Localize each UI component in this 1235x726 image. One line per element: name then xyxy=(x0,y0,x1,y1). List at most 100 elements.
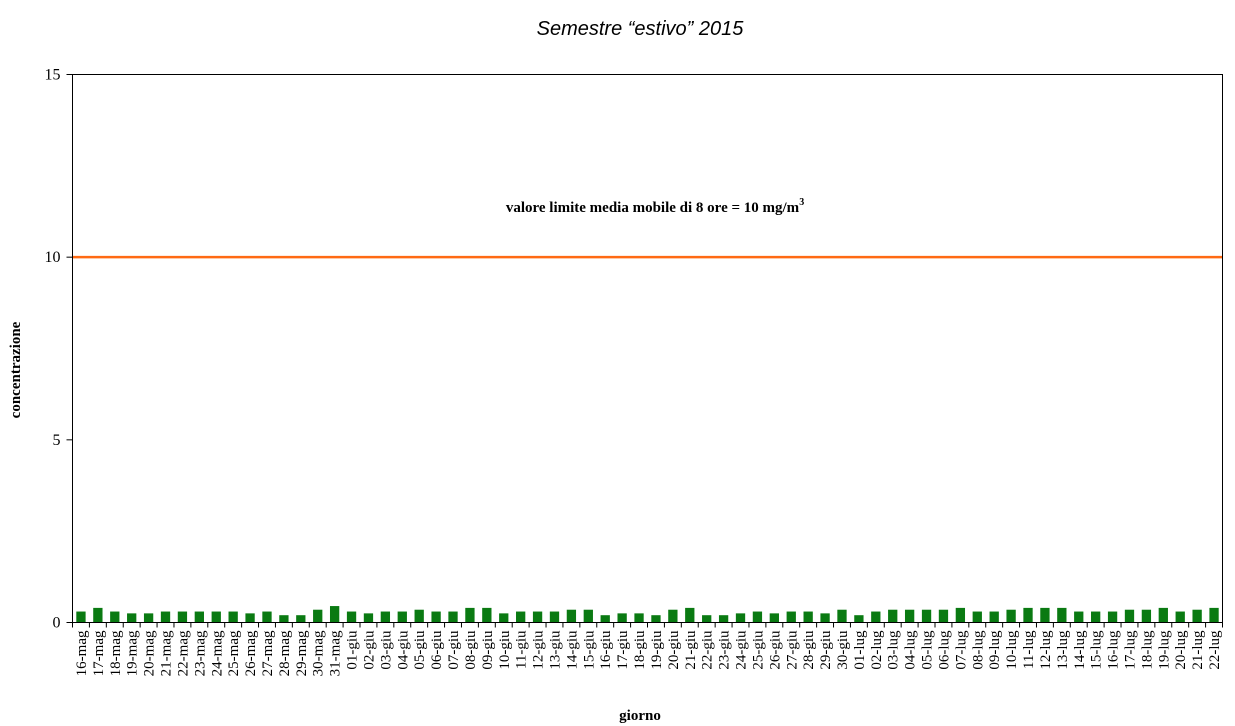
x-tick-label: 05-giu xyxy=(412,630,428,670)
x-tick-label: 17-lug xyxy=(1122,630,1138,670)
x-tick-label: 27-giu xyxy=(784,630,800,670)
bar xyxy=(1074,611,1084,623)
x-axis-ticks: 16-mag 17-mag 18-mag 19-mag 20-mag 21-mag 22-m… xyxy=(72,622,1223,676)
x-tick-label: 29-giu xyxy=(818,630,834,670)
x-tick-label: 21-giu xyxy=(683,630,699,670)
bar xyxy=(110,611,120,623)
x-tick-label: 30-giu xyxy=(835,630,851,670)
bar xyxy=(245,613,255,623)
x-tick-label: 16-mag xyxy=(74,630,90,676)
bar xyxy=(465,607,475,623)
bar xyxy=(516,611,526,623)
bar xyxy=(431,611,441,623)
x-tick-label: 29-mag xyxy=(294,630,310,676)
x-tick-label: 17-giu xyxy=(615,630,631,670)
bar xyxy=(888,609,898,623)
bar xyxy=(1124,609,1135,623)
x-tick-label: 22-giu xyxy=(700,630,716,670)
bar xyxy=(938,609,949,623)
x-tick-label: 03-lug xyxy=(886,630,902,670)
x-tick-label: 24-mag xyxy=(209,630,225,676)
x-tick-label: 24-giu xyxy=(734,630,750,670)
x-tick-label: 18-mag xyxy=(108,630,124,676)
x-tick-label: 18-lug xyxy=(1139,630,1155,670)
x-tick-label: 16-lug xyxy=(1106,630,1122,670)
x-tick-label: 06-giu xyxy=(429,630,445,670)
x-tick-label: 21-mag xyxy=(159,630,175,676)
bar xyxy=(600,615,610,623)
x-tick-label: 22-lug xyxy=(1207,630,1223,670)
x-tick-label: 20-giu xyxy=(666,630,682,670)
bar xyxy=(279,615,289,623)
bar xyxy=(262,611,272,623)
x-tick-label: 20-lug xyxy=(1173,630,1189,670)
bar xyxy=(1209,607,1219,623)
bar-series xyxy=(76,606,1219,623)
bar xyxy=(329,606,340,623)
x-tick-label: 07-lug xyxy=(953,630,969,670)
x-tick-label: 02-giu xyxy=(361,630,377,670)
bar xyxy=(1141,609,1152,623)
bar xyxy=(989,611,999,623)
bar xyxy=(211,611,221,623)
bar xyxy=(1158,607,1168,623)
bar xyxy=(668,609,678,623)
x-tick-label: 05-lug xyxy=(920,630,936,670)
bar xyxy=(296,615,306,623)
x-tick-label: 13-lug xyxy=(1055,630,1071,670)
x-tick-label: 30-mag xyxy=(311,630,327,676)
y-axis-label: concentrazione xyxy=(8,321,24,418)
x-tick-label: 15-giu xyxy=(581,630,597,670)
y-tick-label: 15 xyxy=(45,67,61,84)
bar xyxy=(871,611,881,623)
bar xyxy=(127,613,137,623)
x-tick-label: 14-lug xyxy=(1072,630,1088,670)
bar xyxy=(1107,611,1118,623)
x-tick-label: 08-giu xyxy=(463,630,479,670)
bar xyxy=(397,611,407,623)
bar xyxy=(1091,611,1101,623)
x-tick-label: 13-giu xyxy=(547,630,563,670)
bar xyxy=(160,611,171,623)
limit-annotation-text: valore limite media mobile di 8 ore = 10… xyxy=(506,200,800,216)
x-tick-label: 17-mag xyxy=(91,630,107,676)
x-tick-label: 19-giu xyxy=(649,630,665,670)
x-tick-label: 11-lug xyxy=(1021,630,1037,669)
x-tick-label: 26-giu xyxy=(767,630,783,670)
x-tick-label: 25-giu xyxy=(750,630,766,670)
bar xyxy=(76,611,86,623)
bar xyxy=(752,611,763,623)
bar xyxy=(1192,609,1202,623)
y-tick-label: 0 xyxy=(53,615,61,632)
x-tick-label: 25-mag xyxy=(226,630,242,676)
x-tick-label: 16-giu xyxy=(598,630,614,670)
plot-area-frame xyxy=(72,74,1223,623)
bar xyxy=(837,609,847,623)
bar xyxy=(346,611,357,623)
x-tick-label: 03-giu xyxy=(378,630,394,670)
bar xyxy=(532,611,543,623)
bar xyxy=(482,607,492,623)
bar xyxy=(1040,607,1050,623)
limit-annotation-sup: 3 xyxy=(799,197,804,208)
x-tick-label: 14-giu xyxy=(564,630,580,670)
bar xyxy=(685,607,695,623)
bar xyxy=(583,609,593,623)
x-tick-label: 01-giu xyxy=(345,630,361,670)
x-tick-label: 04-lug xyxy=(903,630,919,670)
bar xyxy=(363,613,374,623)
x-tick-label: 10-lug xyxy=(1004,630,1020,670)
x-tick-label: 26-mag xyxy=(243,630,259,676)
y-tick-label: 10 xyxy=(45,249,61,266)
x-tick-label: 15-lug xyxy=(1089,630,1105,670)
bar xyxy=(380,611,391,623)
bar xyxy=(1175,611,1185,623)
x-tick-label: 07-giu xyxy=(446,630,462,670)
y-axis-ticks: 0 5 10 15 xyxy=(45,67,73,632)
bar xyxy=(854,615,864,623)
bar xyxy=(93,607,103,623)
bar xyxy=(735,613,746,623)
bar xyxy=(972,611,982,623)
bar xyxy=(921,609,932,623)
